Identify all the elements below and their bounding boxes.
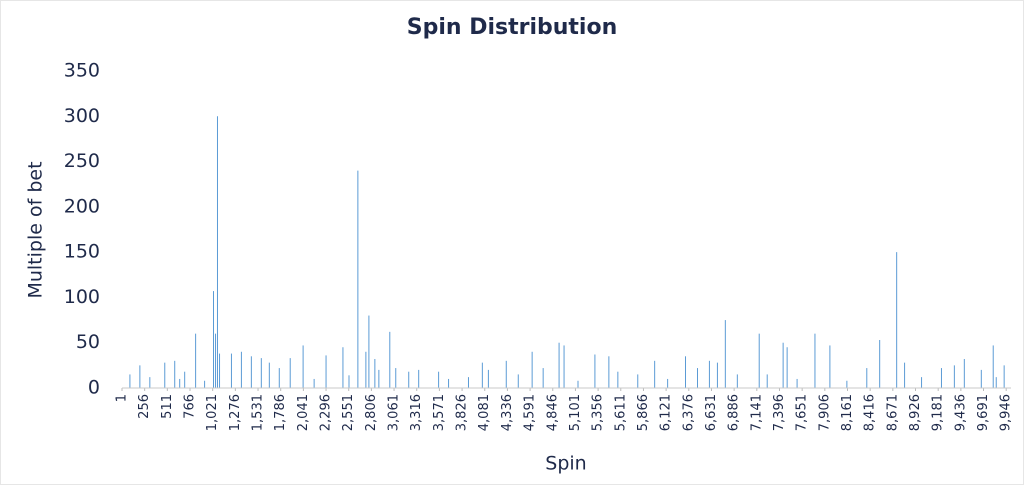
x-tick-label: 8,416: [863, 394, 878, 431]
x-tick-label: 1,786: [273, 394, 288, 431]
x-tick-label: 1,531: [251, 394, 266, 431]
x-tick-label: 9,946: [999, 394, 1014, 431]
x-tick-label: 5,611: [613, 394, 628, 431]
x-tick-label: 1,021: [205, 394, 220, 431]
x-tick-label: 9,691: [976, 394, 991, 431]
x-tick-label: 2,806: [364, 394, 379, 431]
x-tick-label: 5,866: [636, 394, 651, 431]
x-tick-label: 256: [137, 394, 152, 419]
y-axis-label: Multiple of bet: [25, 161, 47, 298]
x-tick-label: 7,651: [795, 394, 810, 431]
x-tick-label: 6,886: [727, 394, 742, 431]
x-tick-label: 4,336: [500, 394, 515, 431]
y-tick-label: 300: [64, 105, 100, 127]
y-tick-label: 350: [64, 60, 100, 82]
x-tick-label: 6,631: [704, 394, 719, 431]
x-tick-label: 4,591: [523, 394, 538, 431]
chart-title: Spin Distribution: [407, 15, 618, 40]
x-tick-label: 3,316: [409, 394, 424, 431]
x-tick-label: 8,926: [908, 394, 923, 431]
x-tick-label: 9,181: [931, 394, 946, 431]
y-tick-label: 150: [64, 241, 100, 263]
x-tick-label: 766: [183, 394, 198, 419]
x-tick-label: 1: [115, 394, 130, 402]
x-tick-label: 8,671: [885, 394, 900, 431]
x-tick-label: 3,061: [387, 394, 402, 431]
x-tick-label: 511: [160, 394, 175, 419]
y-tick-label: 50: [76, 331, 100, 353]
x-tick-label: 7,906: [817, 394, 832, 431]
x-tick-label: 3,571: [432, 394, 447, 431]
x-tick-label: 5,101: [568, 394, 583, 431]
y-tick-label: 200: [64, 195, 100, 217]
x-tick-label: 2,296: [319, 394, 334, 431]
x-tick-label: 7,141: [749, 394, 764, 431]
x-tick-label: 5,356: [591, 394, 606, 431]
x-tick-label: 3,826: [455, 394, 470, 431]
y-tick-label: 0: [88, 377, 100, 399]
x-tick-label: 9,436: [953, 394, 968, 431]
x-tick-label: 2,551: [341, 394, 356, 431]
x-tick-label: 2,041: [296, 394, 311, 431]
x-tick-label: 4,846: [545, 394, 560, 431]
x-tick-label: 8,161: [840, 394, 855, 431]
x-tick-label: 6,376: [681, 394, 696, 431]
x-tick-label: 1,276: [228, 394, 243, 431]
x-axis-label: Spin: [545, 453, 586, 475]
x-tick-label: 4,081: [477, 394, 492, 431]
y-tick-label: 100: [64, 286, 100, 308]
x-tick-label: 7,396: [772, 394, 787, 431]
y-tick-label: 250: [64, 150, 100, 172]
x-tick-label: 6,121: [659, 394, 674, 431]
